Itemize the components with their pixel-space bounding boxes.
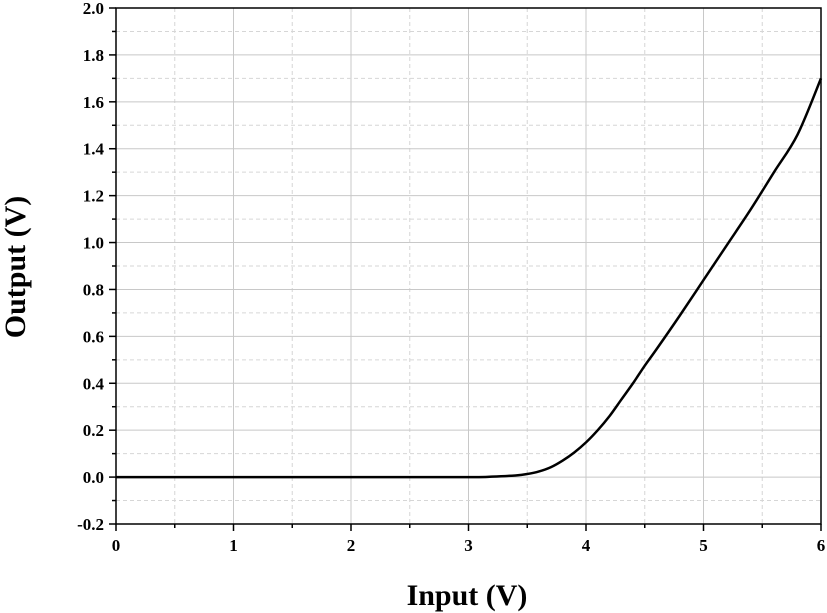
y-tick-label: 0.4: [83, 374, 105, 393]
x-tick-label: 4: [582, 536, 591, 555]
y-tick-label: 1.8: [83, 46, 104, 65]
series-line: [116, 77, 823, 479]
x-tick-labels: 0 1 2 3 4 5 6: [112, 536, 826, 555]
x-tick-label: 3: [464, 536, 473, 555]
y-tick-labels: -0.2 0.0 0.2 0.4 0.6 0.8 1.0 1.2 1.4 1.6 1.8 2.0: [77, 0, 104, 534]
x-tick-label: 1: [229, 536, 238, 555]
y-tick-label: 0.8: [83, 280, 104, 299]
x-axis-title: Input (V): [407, 579, 528, 612]
x-tick-label: 2: [347, 536, 356, 555]
y-tick-label: 2.0: [83, 0, 104, 18]
y-tick-label: -0.2: [77, 515, 104, 534]
y-tick-label: 1.0: [83, 234, 104, 253]
x-tick-label: 5: [699, 536, 708, 555]
y-tick-label: 1.6: [83, 93, 104, 112]
y-tick-label: 0.0: [83, 468, 104, 487]
grid: [116, 8, 821, 524]
y-tick-label: 1.2: [83, 187, 104, 206]
ticks: [109, 7, 822, 531]
y-axis-title: Output (V): [0, 196, 32, 339]
x-tick-label: 0: [112, 536, 121, 555]
x-tick-label: 6: [817, 536, 826, 555]
y-tick-label: 0.2: [83, 421, 104, 440]
series-layer: [116, 77, 823, 479]
y-tick-label: 1.4: [83, 140, 105, 159]
y-tick-label: 0.6: [83, 327, 104, 346]
